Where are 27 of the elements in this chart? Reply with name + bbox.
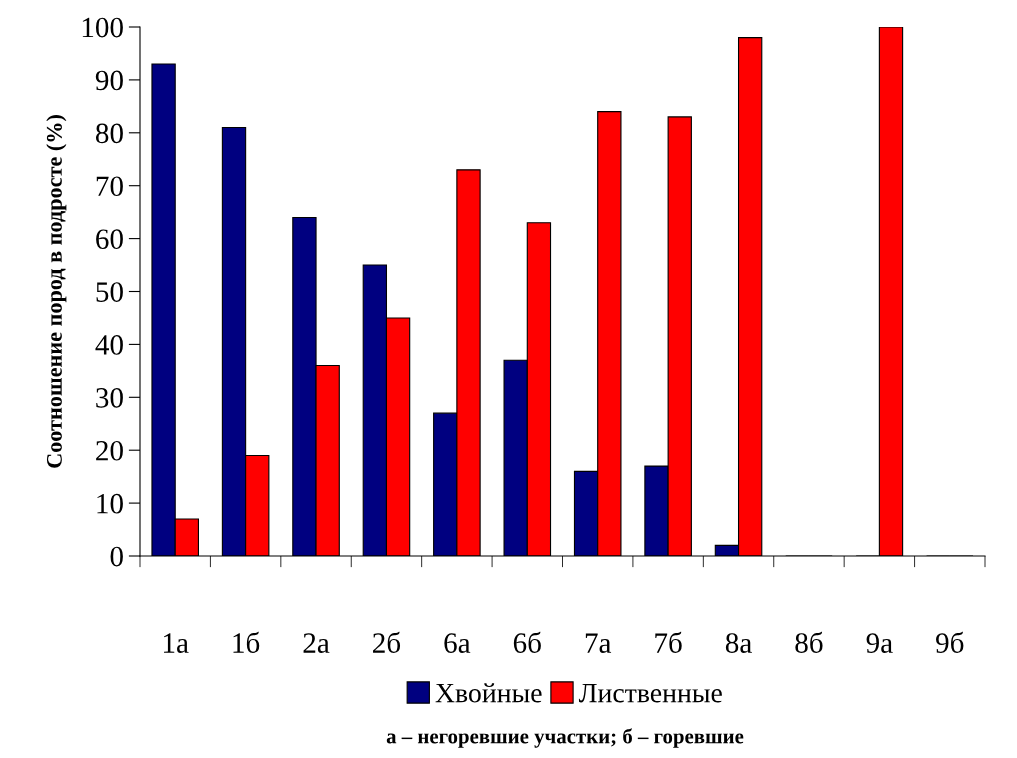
- y-tick-label: 80: [95, 123, 123, 144]
- x-tick-label: 9а: [866, 633, 893, 653]
- legend-label: Хвойные: [435, 683, 542, 703]
- x-tick-label: 2а: [303, 633, 330, 653]
- x-tick-label: 1а: [164, 633, 189, 653]
- x-tick-label: 6б: [513, 631, 541, 653]
- legend-label: Лиственные: [578, 683, 722, 703]
- y-tick-label: 40: [95, 335, 123, 355]
- y-tick-label: 90: [95, 70, 123, 91]
- y-axis-title: Соотношение пород в подросте (%): [46, 115, 67, 468]
- y-tick-label: 50: [96, 282, 123, 302]
- y-tick-label: 70: [96, 176, 123, 197]
- x-tick-label: 7а: [585, 633, 612, 653]
- x-tick-label: 6а: [444, 633, 471, 653]
- text: а – негоревшие участки; б – горевшие: [386, 728, 744, 748]
- y-tick-label: 60: [96, 229, 123, 250]
- y-tick-label: 20: [96, 440, 123, 461]
- y-tick-label: 100: [82, 17, 123, 38]
- y-tick-label: 30: [96, 388, 123, 408]
- y-tick-label: 10: [97, 493, 123, 514]
- x-tick-label: 9б: [936, 631, 964, 653]
- x-tick-label: 1б: [233, 631, 260, 653]
- x-tick-label: 2б: [373, 631, 401, 653]
- x-tick-label: 8б: [795, 631, 823, 653]
- x-tick-label: 7б: [655, 631, 682, 653]
- x-tick-label: 8а: [725, 633, 752, 653]
- y-tick-label: 0: [110, 546, 123, 567]
